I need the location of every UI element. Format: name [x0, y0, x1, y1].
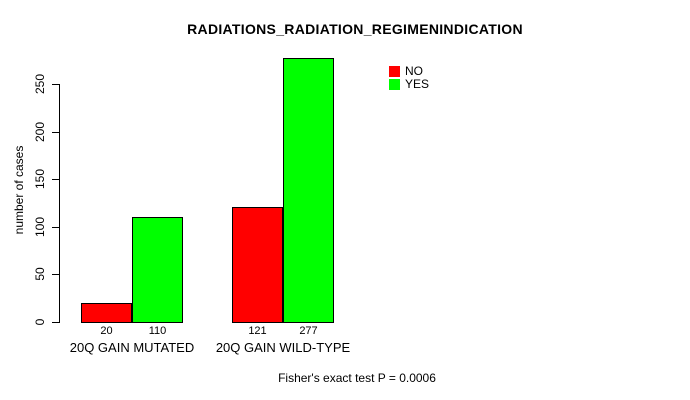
legend-item-yes: YES [389, 78, 429, 90]
chart-title: RADIATIONS_RADIATION_REGIMENINDICATION [187, 21, 523, 37]
bar-value-label: 121 [248, 325, 267, 337]
y-tick-label: 100 [33, 216, 47, 238]
y-tick-label: 200 [33, 121, 47, 143]
legend-swatch-yes [389, 78, 400, 90]
category-label: 20Q GAIN MUTATED [69, 340, 195, 355]
bar-20q-gain-wild-type-yes [283, 58, 334, 323]
y-tick [52, 132, 60, 133]
y-tick [52, 84, 60, 85]
y-tick-label: 150 [33, 168, 47, 190]
stat-annotation: Fisher's exact test P = 0.0006 [278, 371, 436, 385]
bar-value-label: 20 [100, 325, 113, 337]
legend-item-no: NO [389, 65, 429, 77]
legend: NO YES [389, 65, 429, 91]
y-tick [52, 179, 60, 180]
y-tick [52, 274, 60, 275]
y-tick [52, 322, 60, 323]
bar-value-label: 277 [299, 325, 318, 337]
bar-value-label: 110 [148, 325, 167, 337]
bar-20q-gain-mutated-no [81, 303, 132, 323]
legend-label-no: NO [405, 64, 423, 78]
y-tick-label: 50 [33, 267, 47, 281]
y-axis-line [59, 84, 60, 323]
y-tick-label: 0 [33, 318, 47, 326]
bar-20q-gain-wild-type-no [232, 207, 283, 323]
y-axis-label: number of cases [12, 145, 26, 235]
bar-20q-gain-mutated-yes [132, 217, 183, 323]
legend-swatch-no [389, 65, 400, 77]
category-label: 20Q GAIN WILD-TYPE [215, 340, 351, 355]
y-tick [52, 227, 60, 228]
legend-label-yes: YES [405, 77, 430, 91]
y-tick-label: 250 [33, 73, 47, 95]
